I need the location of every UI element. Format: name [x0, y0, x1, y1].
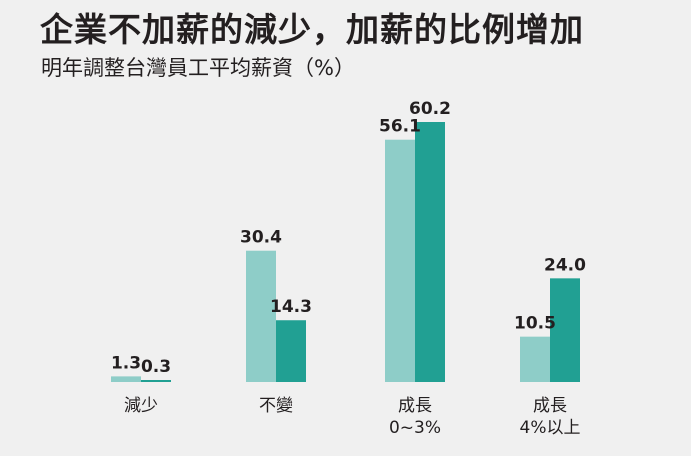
category-label-c3-line1: 成長 [398, 396, 432, 416]
category-label-c1-line1: 減少 [124, 396, 158, 416]
chart-title: 企業不加薪的減少，加薪的比例增加 [40, 10, 584, 49]
bar-s1-c1 [111, 376, 141, 382]
value-label-s2-c1: 0.3 [141, 357, 171, 377]
value-label-s2-c3: 60.2 [409, 99, 451, 119]
category-labels-group: 減少 不變 成長0~3%成長4%以上 [124, 396, 580, 438]
category-label-c3-line2: 0~3% [389, 418, 441, 438]
value-label-s2-c2: 14.3 [270, 297, 312, 317]
value-label-s1-c1: 1.3 [111, 353, 141, 373]
category-label-c2-line1: 不變 [259, 396, 293, 416]
value-label-s2-c4: 24.0 [544, 255, 586, 275]
bar-s2-c2 [276, 320, 306, 382]
value-label-s1-c3: 56.1 [379, 117, 421, 137]
bar-s2-c1 [141, 380, 171, 382]
value-label-s1-c4: 10.5 [514, 314, 556, 334]
bars-group [111, 122, 580, 382]
bar-s1-c3 [385, 139, 415, 382]
chart-subtitle: 明年調整台灣員工平均薪資（%） [41, 56, 355, 80]
bar-s1-c4 [520, 336, 550, 382]
category-label-c4-line2: 4%以上 [520, 418, 581, 438]
bar-s1-c2 [246, 250, 276, 382]
bar-s2-c4 [550, 278, 580, 382]
value-labels-group: 1.3 0.3 30.4 14.3 56.160.2 10.5 24.0 [111, 99, 586, 377]
bar-s2-c3 [415, 122, 445, 382]
value-label-s1-c2: 30.4 [240, 228, 282, 248]
category-label-c4-line1: 成長 [533, 396, 567, 416]
